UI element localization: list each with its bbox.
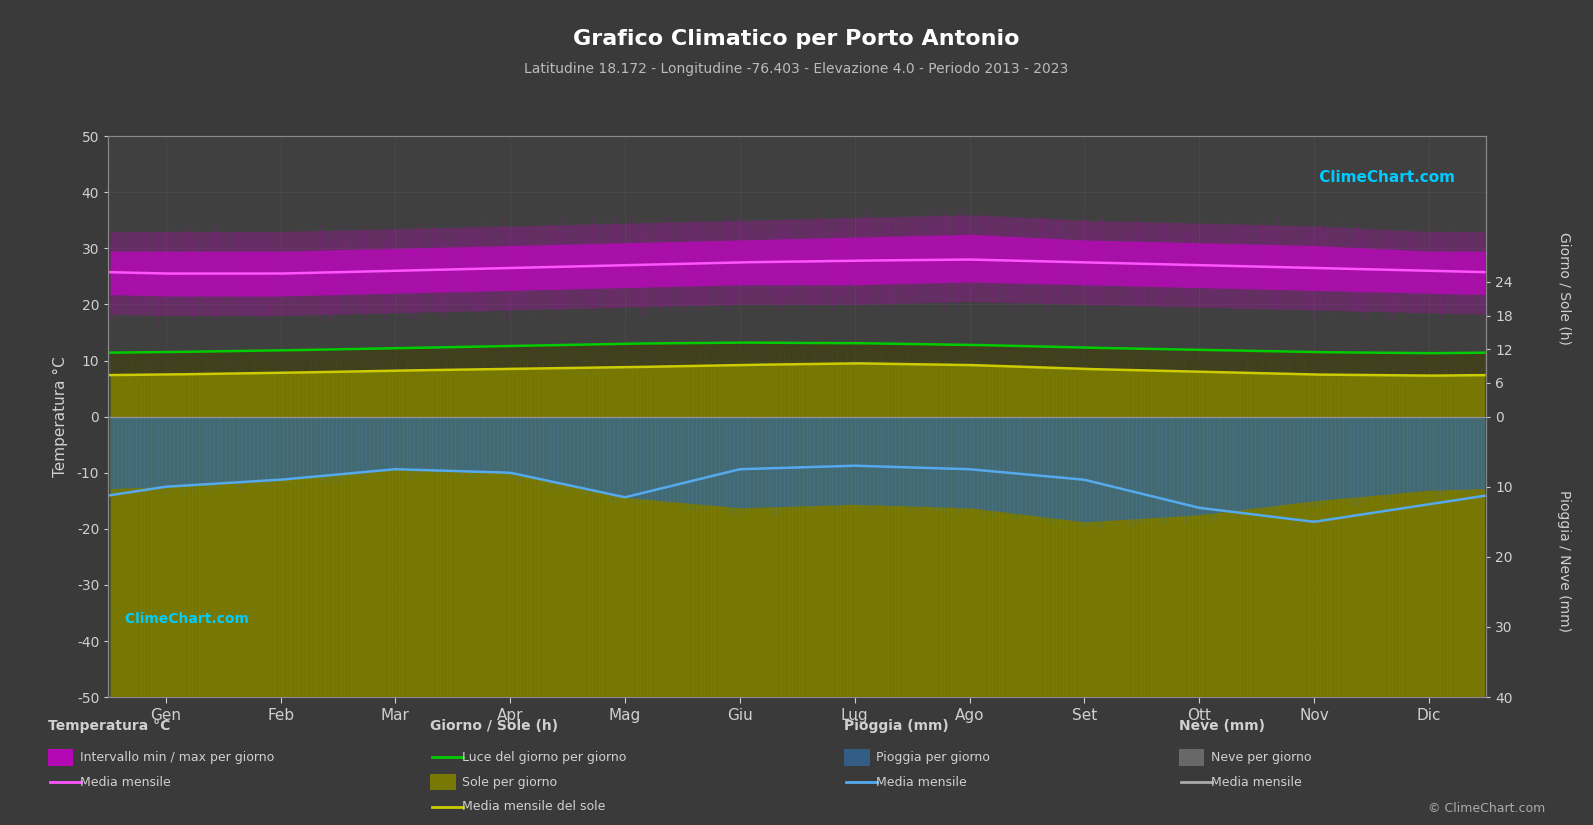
Text: Neve per giorno: Neve per giorno	[1211, 751, 1311, 764]
Text: Giorno / Sole (h): Giorno / Sole (h)	[430, 719, 558, 733]
Text: Pioggia per giorno: Pioggia per giorno	[876, 751, 989, 764]
Text: Latitudine 18.172 - Longitudine -76.403 - Elevazione 4.0 - Periodo 2013 - 2023: Latitudine 18.172 - Longitudine -76.403 …	[524, 62, 1069, 76]
Text: Pioggia / Neve (mm): Pioggia / Neve (mm)	[1558, 490, 1571, 632]
Text: Luce del giorno per giorno: Luce del giorno per giorno	[462, 751, 626, 764]
Text: ClimeChart.com: ClimeChart.com	[119, 611, 249, 625]
Text: Giorno / Sole (h): Giorno / Sole (h)	[1558, 233, 1571, 345]
Text: Pioggia (mm): Pioggia (mm)	[844, 719, 949, 733]
Text: © ClimeChart.com: © ClimeChart.com	[1427, 802, 1545, 815]
Text: Sole per giorno: Sole per giorno	[462, 776, 558, 789]
Y-axis label: Temperatura °C: Temperatura °C	[54, 356, 68, 477]
Text: Media mensile del sole: Media mensile del sole	[462, 800, 605, 813]
Text: Neve (mm): Neve (mm)	[1179, 719, 1265, 733]
Text: Intervallo min / max per giorno: Intervallo min / max per giorno	[80, 751, 274, 764]
Text: Media mensile: Media mensile	[80, 776, 170, 789]
Text: Media mensile: Media mensile	[1211, 776, 1301, 789]
Text: Temperatura °C: Temperatura °C	[48, 719, 170, 733]
Text: ClimeChart.com: ClimeChart.com	[1314, 170, 1454, 185]
Text: Grafico Climatico per Porto Antonio: Grafico Climatico per Porto Antonio	[573, 29, 1020, 49]
Text: Media mensile: Media mensile	[876, 776, 967, 789]
